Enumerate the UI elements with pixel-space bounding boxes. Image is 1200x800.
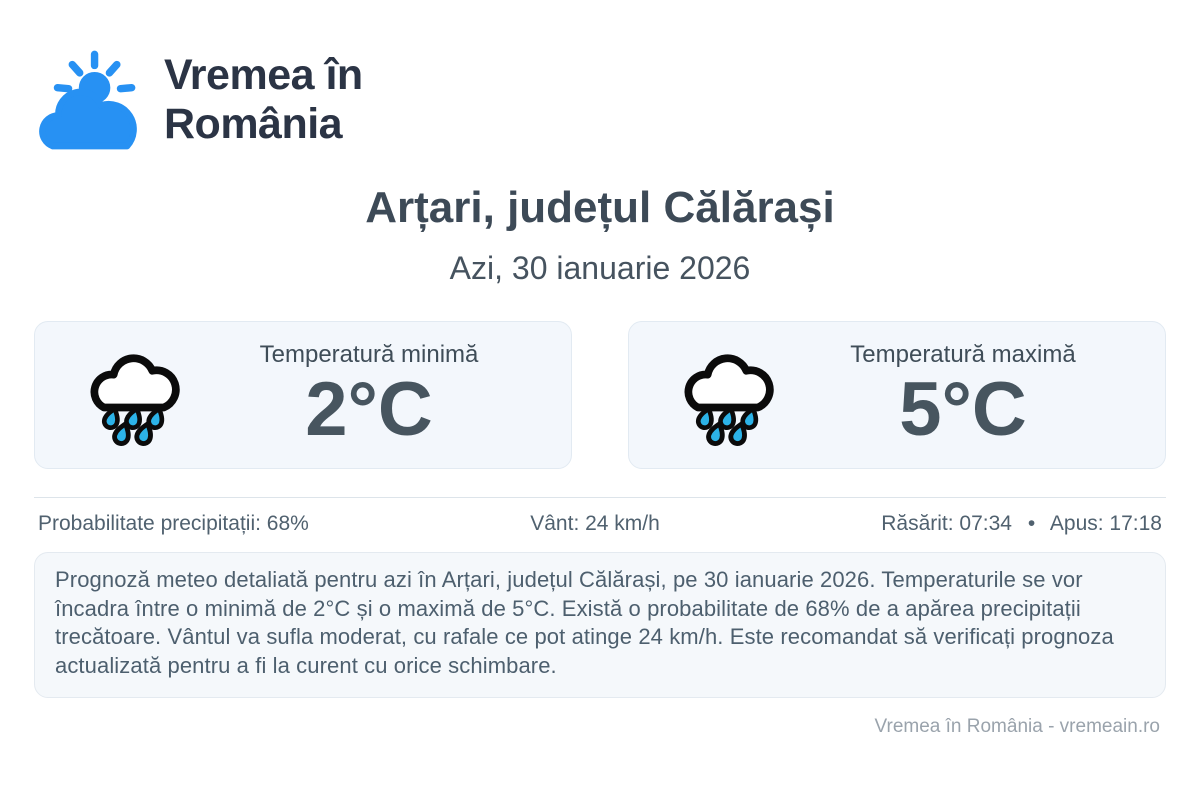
logo-text-line1: Vremea în: [164, 50, 363, 99]
max-temperature-label: Temperatură maximă: [850, 341, 1076, 369]
sunrise-sunset: Răsărit: 07:34 • Apus: 17:18: [881, 512, 1162, 536]
rain-cloud-icon: [669, 336, 785, 455]
page-subtitle: Azi, 30 ianuarie 2026: [449, 250, 751, 286]
sunset-time: Apus: 17:18: [1049, 512, 1162, 535]
min-temperature-card: Temperatură minimă 2°C: [34, 321, 572, 469]
weather-page: Vremea în România Arțari, județul Călăra…: [34, 42, 1166, 737]
max-temperature-text: Temperatură maximă 5°C: [785, 341, 1141, 449]
footer-credit: Vremea în România - vremeain.ro: [874, 716, 1160, 737]
forecast-description: Prognoză meteo detaliată pentru azi în A…: [34, 552, 1166, 698]
logo-text-line2: România: [164, 99, 343, 148]
temperature-cards: Temperatură minimă 2°C Temper: [34, 321, 1166, 469]
logo-text: Vremea în România: [164, 51, 363, 149]
min-temperature-value: 2°C: [305, 367, 433, 453]
logo: Vremea în România: [38, 42, 1166, 157]
min-temperature-label: Temperatură minimă: [259, 341, 479, 369]
wind-speed: Vânt: 24 km/h: [530, 512, 660, 535]
bullet-separator: •: [1027, 512, 1036, 535]
max-temperature-card: Temperatură maximă 5°C: [628, 321, 1166, 469]
stats-row: Probabilitate precipitații: 68% Vânt: 24…: [34, 512, 1166, 536]
stats-divider: [34, 497, 1166, 498]
page-title: Arțari, județul Călărași: [365, 183, 835, 232]
max-temperature-value: 5°C: [899, 367, 1027, 453]
sunrise-time: Răsărit: 07:34: [881, 512, 1012, 535]
precipitation-probability: Probabilitate precipitații: 68%: [38, 512, 309, 535]
min-temperature-text: Temperatură minimă 2°C: [191, 341, 547, 449]
rain-cloud-icon: [75, 336, 191, 455]
sun-behind-cloud-icon: [38, 42, 140, 157]
